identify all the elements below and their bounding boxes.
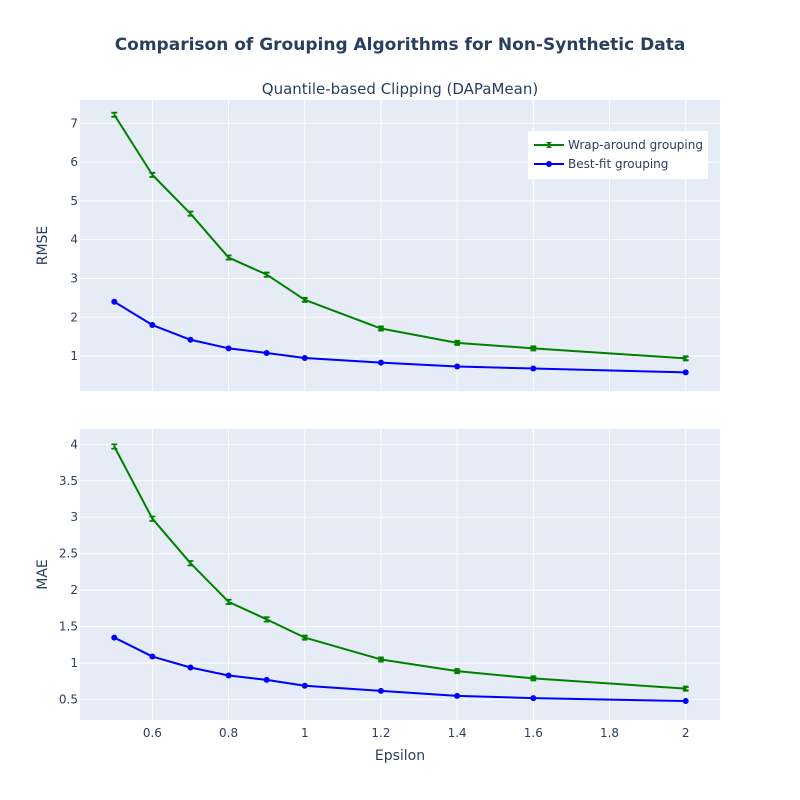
data-point [682, 369, 689, 376]
data-point [682, 685, 689, 692]
y-tick-label: 1 [70, 349, 78, 363]
legend-background [528, 131, 708, 179]
legend-label: Best-fit grouping [568, 157, 668, 171]
x-tick-label: 1.4 [448, 726, 467, 740]
y-tick-label: 6 [70, 155, 78, 169]
plot-area-background [80, 429, 720, 720]
x-tick-label: 2 [682, 726, 690, 740]
y-axis-title: RMSE [35, 226, 51, 266]
legend-swatch-marker [546, 142, 552, 148]
data-point [225, 598, 232, 605]
y-tick-label: 2.5 [59, 547, 78, 561]
data-point [454, 668, 461, 675]
y-tick-label: 5 [70, 194, 78, 208]
y-tick-label: 1.5 [59, 620, 78, 634]
series-wrap-around [111, 111, 689, 362]
data-point [377, 687, 384, 694]
data-point [187, 664, 194, 671]
data-point [301, 296, 308, 303]
panel-2: 0.5 1 1.5 2 2.5 3 3.5 4 0.6 0.8 1 1.2 1.4 1.6 1.8 2 MAE [35, 429, 720, 740]
legend-item-wrap-around[interactable]: Wrap-around grouping [534, 138, 703, 152]
data-point [263, 271, 270, 278]
data-point [225, 672, 232, 679]
panels-layer: 1 2 3 4 5 6 7 RMSE 0.5 1 1.5 2 2.5 3 3.5 4 0.6 0.8 1 1.2 1.4… [35, 100, 720, 740]
data-point [530, 675, 537, 682]
data-point [187, 336, 194, 343]
x-tick-label: 1.2 [371, 726, 390, 740]
series-line [113, 636, 686, 703]
data-point [111, 443, 118, 450]
series-best-fit [111, 634, 689, 705]
data-point [530, 695, 537, 702]
data-point [187, 560, 194, 567]
data-point [530, 365, 537, 372]
y-tick-label: 2 [70, 583, 78, 597]
legend-label: Wrap-around grouping [568, 138, 703, 152]
data-point [377, 325, 384, 332]
x-tick-label: 1 [301, 726, 309, 740]
chart-subtitle: Quantile-based Clipping (DAPaMean) [262, 80, 538, 98]
data-point [149, 515, 156, 522]
y-tick-label: 3.5 [59, 474, 78, 488]
y-tick-label: 2 [70, 310, 78, 324]
chart-title: Comparison of Grouping Algorithms for No… [115, 35, 686, 55]
y-tick-label: 4 [70, 233, 78, 247]
x-tick-label: 1.8 [600, 726, 619, 740]
data-point [225, 254, 232, 261]
series-wrap-around [111, 443, 689, 692]
data-point [263, 616, 270, 623]
series-best-fit [111, 298, 689, 376]
data-point [682, 355, 689, 362]
y-tick-label: 7 [70, 116, 78, 130]
y-tick-label: 4 [70, 437, 78, 451]
data-point [454, 339, 461, 346]
data-point [111, 298, 118, 305]
series-line [113, 446, 686, 690]
y-tick-label: 0.5 [59, 693, 78, 707]
series-line [113, 114, 686, 360]
data-point [454, 363, 461, 370]
data-point [149, 171, 156, 178]
data-point [225, 345, 232, 352]
y-tick-label: 3 [70, 510, 78, 524]
data-point [301, 634, 308, 641]
data-point [530, 345, 537, 352]
data-point [263, 676, 270, 683]
data-point [263, 349, 270, 356]
data-point [301, 682, 308, 689]
data-point [111, 634, 118, 641]
data-point [149, 322, 156, 329]
x-tick-label: 0.6 [143, 726, 162, 740]
data-point [377, 656, 384, 663]
data-point [149, 653, 156, 660]
data-point [111, 111, 118, 118]
y-tick-label: 1 [70, 656, 78, 670]
data-point [187, 210, 194, 217]
legend-item-best-fit[interactable]: Best-fit grouping [534, 157, 668, 171]
data-point [454, 692, 461, 699]
x-tick-label: 0.8 [219, 726, 238, 740]
x-tick-label: 1.6 [524, 726, 543, 740]
data-point [682, 698, 689, 705]
data-point [377, 359, 384, 366]
legend-swatch-marker [546, 161, 552, 167]
data-point [301, 355, 308, 362]
legend[interactable]: Wrap-around grouping Best-fit grouping [528, 131, 708, 179]
series-line [113, 300, 686, 374]
y-axis-title: MAE [35, 559, 51, 590]
y-tick-label: 3 [70, 271, 78, 285]
x-axis-title: Epsilon [375, 748, 425, 764]
